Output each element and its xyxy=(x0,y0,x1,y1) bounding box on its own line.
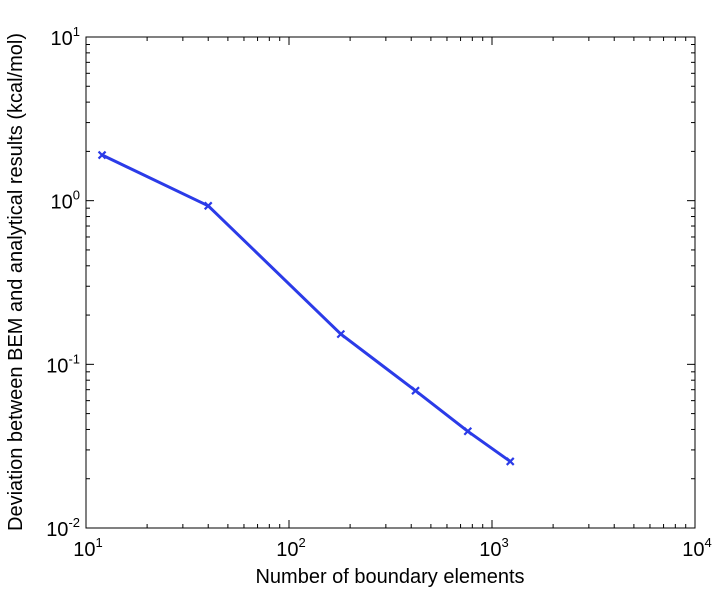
x-tick-label: 104 xyxy=(682,535,711,561)
x-tick-label: 101 xyxy=(73,535,102,561)
data-point xyxy=(336,329,346,339)
series-layer xyxy=(97,150,515,466)
marker-stroke xyxy=(203,201,213,211)
data-point xyxy=(411,386,420,395)
axis-ticks xyxy=(85,37,695,529)
marker-stroke xyxy=(505,457,515,466)
y-tick-label: 10-2 xyxy=(46,515,80,541)
marker-stroke xyxy=(97,150,107,160)
y-tick-label: 10-1 xyxy=(46,351,80,377)
plot-area xyxy=(85,36,696,529)
y-tick-label: 100 xyxy=(51,188,80,214)
x-tick-label: 103 xyxy=(479,535,508,561)
y-tick-label: 101 xyxy=(51,24,80,50)
data-point xyxy=(463,426,473,436)
x-tick-label: 102 xyxy=(276,535,305,561)
y-axis-label: Deviation between BEM and analytical res… xyxy=(5,33,27,531)
tick-labels: 101 102 103 104 10-2 10-1 100 101 xyxy=(46,24,712,561)
x-axis-label: Number of boundary elements xyxy=(255,566,524,588)
data-point xyxy=(505,457,515,466)
data-point xyxy=(97,150,107,160)
marker-stroke xyxy=(463,426,473,436)
series-line xyxy=(101,153,512,463)
marker-stroke xyxy=(411,386,420,395)
data-point xyxy=(203,201,213,211)
marker-stroke xyxy=(336,329,346,339)
